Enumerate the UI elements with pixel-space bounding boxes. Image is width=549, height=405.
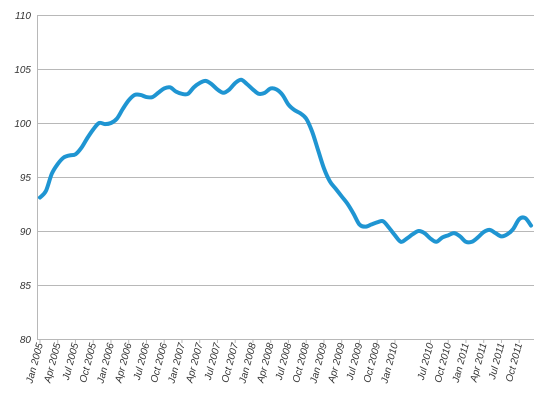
series-lines bbox=[37, 77, 534, 245]
x-tick-label: Oct 2011 bbox=[504, 342, 525, 383]
y-axis-tick-labels: 80 85 90 95 100 105 110 bbox=[14, 11, 31, 346]
y-tick-label: 85 bbox=[20, 281, 32, 292]
y-tick-label: 95 bbox=[20, 173, 32, 184]
gridlines bbox=[37, 15, 534, 286]
series-line bbox=[37, 77, 534, 245]
y-tick-label: 80 bbox=[20, 335, 32, 346]
x-tick-label: Jan 2010 bbox=[379, 342, 401, 386]
y-tick-label: 90 bbox=[20, 227, 32, 238]
y-tick-label: 105 bbox=[14, 65, 31, 76]
y-tick-label: 100 bbox=[14, 119, 31, 130]
y-tick-label: 110 bbox=[15, 11, 31, 22]
x-tick-label: Jul 2011 bbox=[487, 342, 507, 382]
axes bbox=[37, 15, 534, 343]
